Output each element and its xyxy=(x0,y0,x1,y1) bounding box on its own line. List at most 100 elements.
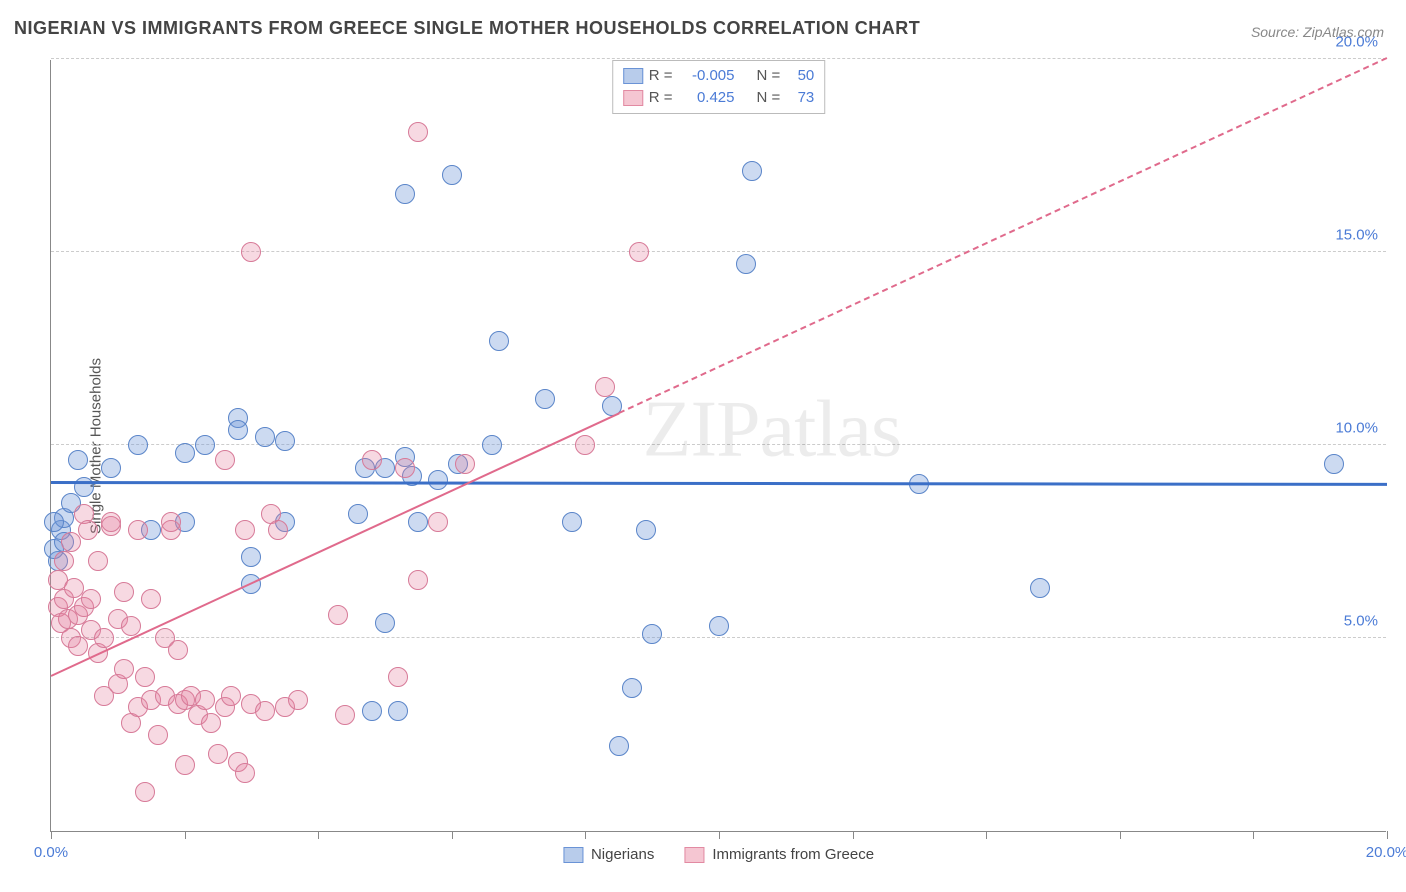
scatter-point xyxy=(78,520,98,540)
scatter-point xyxy=(395,184,415,204)
watermark: ZIPatlas xyxy=(643,385,902,476)
scatter-point xyxy=(709,616,729,636)
y-tick-label: 15.0% xyxy=(1335,227,1378,244)
gridline xyxy=(51,58,1386,59)
legend-swatch xyxy=(623,68,643,84)
scatter-point xyxy=(195,690,215,710)
scatter-point xyxy=(428,512,448,532)
x-tick xyxy=(318,831,319,839)
scatter-point xyxy=(562,512,582,532)
x-tick xyxy=(1387,831,1388,839)
scatter-point xyxy=(335,705,355,725)
scatter-point xyxy=(195,435,215,455)
legend-row: R = -0.005 N =50 xyxy=(623,65,815,87)
legend-series-item: Immigrants from Greece xyxy=(684,846,874,863)
scatter-point xyxy=(622,678,642,698)
x-tick xyxy=(585,831,586,839)
scatter-point xyxy=(575,435,595,455)
scatter-point xyxy=(175,755,195,775)
scatter-point xyxy=(629,242,649,262)
scatter-point xyxy=(642,624,662,644)
scatter-point xyxy=(1030,578,1050,598)
scatter-point xyxy=(489,331,509,351)
scatter-point xyxy=(241,242,261,262)
scatter-point xyxy=(235,763,255,783)
y-tick-label: 5.0% xyxy=(1344,613,1378,630)
plot-area: ZIPatlas R =-0.005N =50R =0.425N =73 Nig… xyxy=(50,60,1386,832)
scatter-point xyxy=(636,520,656,540)
scatter-point xyxy=(395,458,415,478)
chart-title: NIGERIAN VS IMMIGRANTS FROM GREECE SINGL… xyxy=(14,18,920,39)
legend-r-value: 0.425 xyxy=(679,87,735,109)
scatter-point xyxy=(408,512,428,532)
legend-swatch xyxy=(684,847,704,863)
scatter-point xyxy=(388,701,408,721)
gridline xyxy=(51,637,1386,638)
scatter-point xyxy=(128,435,148,455)
scatter-point xyxy=(228,420,248,440)
scatter-point xyxy=(141,589,161,609)
scatter-point xyxy=(388,667,408,687)
scatter-point xyxy=(148,725,168,745)
scatter-point xyxy=(442,165,462,185)
scatter-point xyxy=(94,628,114,648)
scatter-point xyxy=(362,450,382,470)
x-tick xyxy=(1253,831,1254,839)
scatter-point xyxy=(609,736,629,756)
legend-series-label: Immigrants from Greece xyxy=(712,846,874,863)
legend-correlation-box: R = -0.005 N =50 R = 0.425 N =73 xyxy=(612,60,826,114)
legend-r-label: R = xyxy=(649,87,673,109)
x-tick xyxy=(452,831,453,839)
scatter-point xyxy=(375,613,395,633)
legend-row: R = 0.425 N =73 xyxy=(623,87,815,109)
scatter-point xyxy=(268,520,288,540)
legend-swatch xyxy=(623,90,643,106)
scatter-point xyxy=(175,443,195,463)
legend-series: Nigerians Immigrants from Greece xyxy=(563,846,874,863)
scatter-point xyxy=(168,640,188,660)
legend-n-value: 50 xyxy=(786,65,814,87)
scatter-point xyxy=(114,659,134,679)
scatter-point xyxy=(114,582,134,602)
x-tick xyxy=(185,831,186,839)
legend-series-label: Nigerians xyxy=(591,846,654,863)
x-tick xyxy=(986,831,987,839)
scatter-point xyxy=(362,701,382,721)
legend-r-value: -0.005 xyxy=(679,65,735,87)
legend-n-label: N = xyxy=(757,65,781,87)
scatter-point xyxy=(44,512,64,532)
scatter-point xyxy=(595,377,615,397)
scatter-point xyxy=(535,389,555,409)
x-tick xyxy=(719,831,720,839)
scatter-point xyxy=(348,504,368,524)
trend-line xyxy=(51,481,1387,486)
legend-r-label: R = xyxy=(649,65,673,87)
scatter-point xyxy=(81,589,101,609)
legend-swatch xyxy=(563,847,583,863)
scatter-point xyxy=(68,636,88,656)
scatter-point xyxy=(215,450,235,470)
scatter-point xyxy=(328,605,348,625)
scatter-point xyxy=(736,254,756,274)
scatter-point xyxy=(408,122,428,142)
x-tick xyxy=(51,831,52,839)
scatter-point xyxy=(68,450,88,470)
scatter-point xyxy=(101,512,121,532)
scatter-point xyxy=(88,551,108,571)
scatter-point xyxy=(135,667,155,687)
legend-n-value: 73 xyxy=(786,87,814,109)
x-tick-label: 0.0% xyxy=(34,844,68,861)
scatter-point xyxy=(742,161,762,181)
legend-n-label: N = xyxy=(757,87,781,109)
scatter-point xyxy=(288,690,308,710)
scatter-point xyxy=(408,570,428,590)
scatter-point xyxy=(255,427,275,447)
scatter-point xyxy=(54,551,74,571)
scatter-point xyxy=(1324,454,1344,474)
scatter-point xyxy=(135,782,155,802)
scatter-point xyxy=(482,435,502,455)
gridline xyxy=(51,444,1386,445)
scatter-point xyxy=(128,520,148,540)
x-tick xyxy=(853,831,854,839)
scatter-point xyxy=(221,686,241,706)
